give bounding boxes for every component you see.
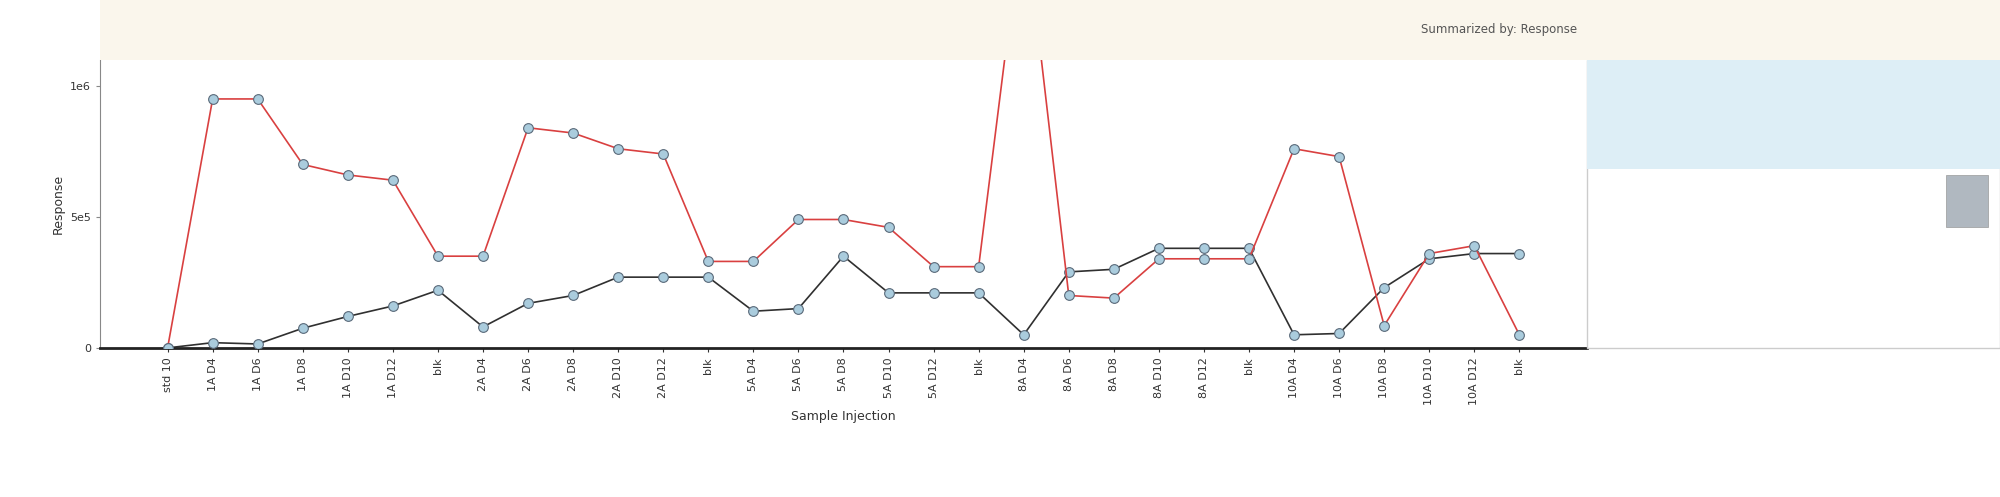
Text: Choline Phosphate: Choline Phosphate bbox=[1698, 105, 1814, 118]
X-axis label: Sample Injection: Sample Injection bbox=[792, 410, 896, 423]
Text: Choline: Choline bbox=[1698, 191, 1746, 204]
Text: Summarized by: Response: Summarized by: Response bbox=[1420, 23, 1576, 36]
Y-axis label: Response: Response bbox=[52, 174, 64, 234]
